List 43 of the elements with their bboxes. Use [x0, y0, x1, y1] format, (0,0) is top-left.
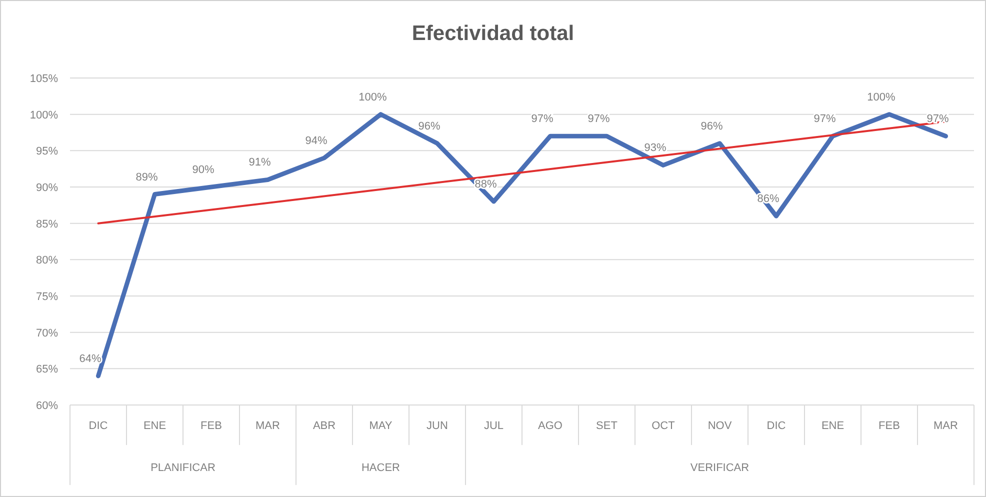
x-tick-label: OCT [652, 420, 676, 432]
y-tick-label: 75% [36, 291, 58, 303]
y-tick-label: 90% [36, 182, 58, 194]
text: PLANIFICAR [150, 462, 216, 474]
data-label: 90% [192, 164, 214, 176]
data-label: 96% [700, 120, 723, 132]
x-tick-label: AGO [538, 420, 563, 432]
y-tick-label: 70% [36, 327, 58, 340]
y-tick-label: 80% [36, 254, 58, 267]
y-tick-label: 100% [30, 109, 58, 122]
x-tick-label: JUN [426, 420, 448, 432]
x-tick-label: ENE [821, 420, 844, 432]
data-label: 100% [867, 91, 896, 104]
data-label: 96% [418, 120, 440, 132]
y-tick-label: 60% [36, 400, 58, 412]
y-tick-label: 65% [36, 364, 58, 376]
x-tick-label: ENE [143, 420, 166, 432]
text: HACER [361, 462, 400, 474]
chart-title: Efectividad total [412, 22, 574, 45]
data-label: 100% [358, 91, 388, 104]
data-label: 97% [588, 113, 610, 126]
x-tick-label: MAR [256, 420, 280, 432]
x-tick-label: MAY [369, 420, 393, 432]
y-tick-label: 85% [36, 218, 58, 230]
x-tick-label: SET [596, 420, 618, 432]
x-tick-label: DIC [766, 420, 786, 432]
y-tick-label: 95% [36, 146, 58, 158]
x-tick-label: NOV [708, 420, 732, 432]
data-label: 89% [136, 171, 158, 184]
x-tick-label: FEB [878, 420, 900, 432]
x-tick-label: MAR [934, 420, 958, 432]
data-label: 97% [531, 113, 554, 126]
y-tick-label: 105% [30, 73, 58, 85]
data-label: 64% [79, 352, 102, 365]
data-label: 94% [305, 134, 328, 147]
data-label: 93% [644, 142, 666, 154]
x-tick-label: JUL [484, 420, 504, 432]
x-tick-label: ABR [312, 420, 336, 432]
x-tick-label: DIC [88, 420, 108, 432]
data-label: 97% [814, 113, 836, 126]
x-tick-label: FEB [200, 420, 222, 432]
text: VERIFICAR [690, 462, 750, 474]
data-label: 91% [248, 156, 271, 169]
